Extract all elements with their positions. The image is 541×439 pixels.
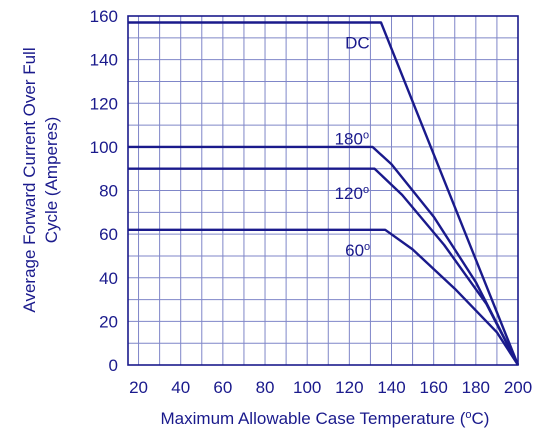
y-tick-label: 120 [90, 94, 118, 113]
x-tick-label: 160 [419, 378, 447, 397]
y-axis-title-line1: Average Forward Current Over Full [20, 47, 39, 312]
y-tick-label: 60 [99, 225, 118, 244]
series-label-1: 180o [335, 130, 370, 149]
y-tick-label: 20 [99, 312, 118, 331]
x-tick-label: 120 [335, 378, 363, 397]
series-label-3: 60o [345, 241, 370, 260]
series-group [128, 21, 520, 366]
y-tick-label: 160 [90, 7, 118, 26]
y-axis-title: Average Forward Current Over Full Cycle … [20, 47, 61, 312]
x-tick-label: 80 [256, 378, 275, 397]
x-tick-label: 60 [213, 378, 232, 397]
series-label-0: DC [345, 34, 370, 53]
x-axis-title: Maximum Allowable Case Temperature (oC) [161, 409, 490, 428]
series-label-2: 120o [335, 184, 370, 203]
y-tick-labels: 0 20 40 60 80 100 120 140 160 [90, 7, 118, 375]
x-tick-labels: 20 40 60 80 100 120 140 160 180 200 [129, 378, 532, 397]
y-tick-label: 100 [90, 138, 118, 157]
x-tick-label: 40 [171, 378, 190, 397]
x-tick-label: 180 [462, 378, 490, 397]
x-tick-label: 200 [504, 378, 532, 397]
series-line-3 [128, 228, 520, 366]
x-tick-label: 100 [293, 378, 321, 397]
y-tick-label: 0 [109, 356, 118, 375]
series-line-2 [128, 167, 520, 366]
y-tick-label: 140 [90, 51, 118, 70]
x-tick-label: 20 [129, 378, 148, 397]
series-labels: DC 180o 120o 60o [335, 34, 371, 260]
series-line-0 [128, 21, 520, 366]
grid [128, 16, 518, 365]
x-tick-label: 140 [377, 378, 405, 397]
y-tick-label: 40 [99, 269, 118, 288]
y-axis-title-line2: Cycle (Amperes) [42, 117, 61, 244]
y-tick-label: 80 [99, 182, 118, 201]
plot-frame [127, 15, 519, 366]
series-line-1 [128, 145, 520, 366]
